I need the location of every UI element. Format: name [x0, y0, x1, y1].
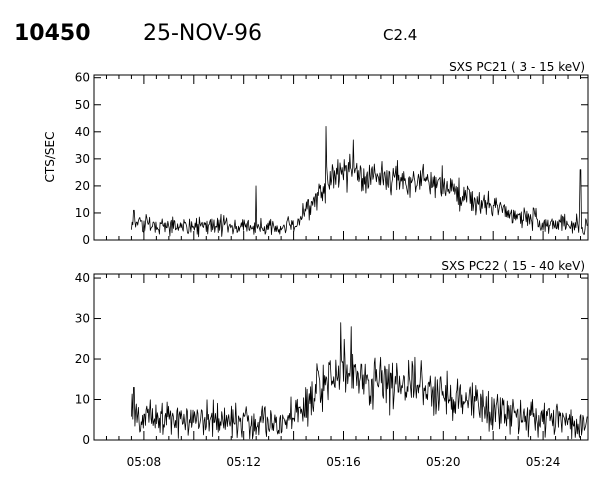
y-tick-label: 60 [75, 71, 90, 85]
y-tick-label: 0 [82, 433, 90, 447]
y-tick-label: 10 [75, 206, 90, 220]
y-tick-label: 30 [75, 312, 90, 326]
flare-class: C2.4 [383, 26, 417, 44]
x-tick-label: 05:20 [426, 455, 461, 469]
x-tick-label: 05:24 [526, 455, 561, 469]
plot-frame [93, 273, 589, 441]
panel-pc21-series [131, 125, 588, 238]
x-tick-label: 05:12 [226, 455, 261, 469]
panel-pc22-series [131, 322, 588, 440]
panel-pc22-title: SXS PC22 ( 15 - 40 keV) [441, 259, 585, 273]
y-tick-label: 0 [82, 233, 90, 247]
y-tick-label: 30 [75, 152, 90, 166]
y-tick-label: 20 [75, 179, 90, 193]
panel-pc21-axes: 0 10 20 30 40 50 60 [75, 71, 589, 247]
plot-frame [93, 74, 589, 241]
panel-pc22-axes: 0 10 20 30 40 05:08 05:12 05:16 05:20 05:24 [75, 271, 589, 469]
y-tick-label: 10 [75, 393, 90, 407]
y-tick-label: 40 [75, 125, 90, 139]
x-tick-label: 05:16 [326, 455, 361, 469]
observation-date: 25-NOV-96 [143, 21, 262, 46]
panel-pc21-ylabel: CTS/SEC [43, 132, 57, 183]
x-tick-label: 05:08 [127, 455, 162, 469]
y-tick-label: 20 [75, 352, 90, 366]
series-line [131, 322, 588, 440]
panel-pc22: SXS PC22 ( 15 - 40 keV) 0 10 20 30 40 05:08 05… [75, 259, 589, 469]
event-number: 10450 [14, 21, 91, 46]
y-tick-label: 50 [75, 98, 90, 112]
panel-pc21: SXS PC21 ( 3 - 15 keV) CTS/SEC 0 10 20 30 40… [43, 60, 589, 247]
panel-pc21-title: SXS PC21 ( 3 - 15 keV) [449, 60, 585, 74]
y-tick-label: 40 [75, 271, 90, 285]
series-line [131, 125, 588, 238]
